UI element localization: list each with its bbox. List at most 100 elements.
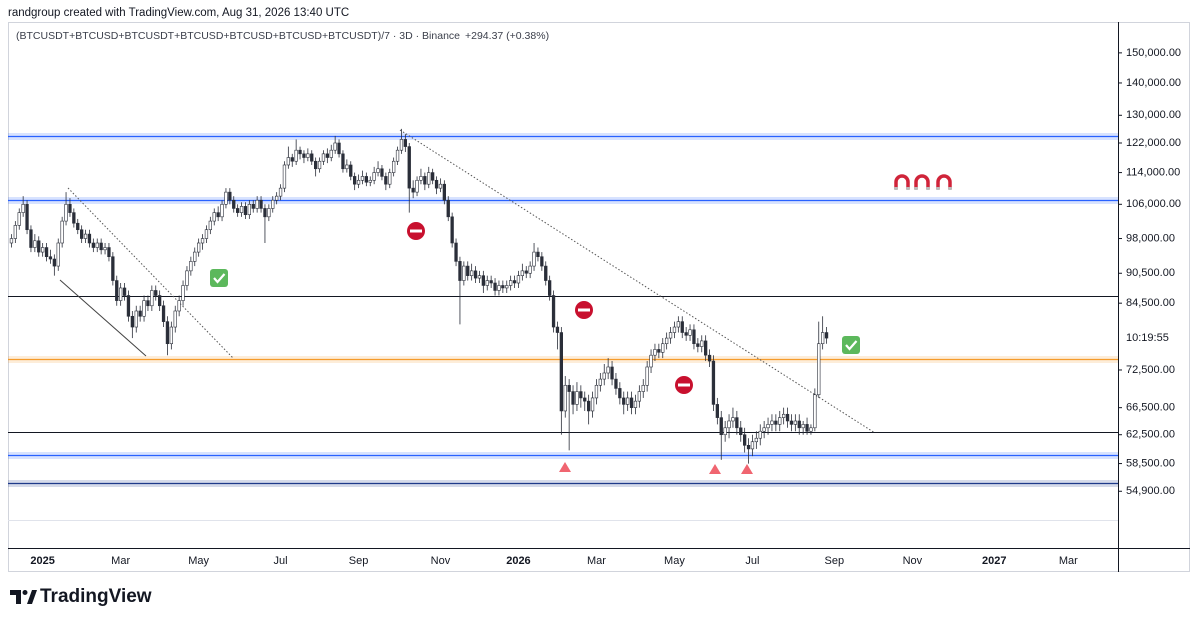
candle-body <box>703 340 708 356</box>
candle-body <box>68 204 72 213</box>
candle-body <box>37 240 41 253</box>
candle-body <box>497 285 501 291</box>
candle-body <box>606 366 610 374</box>
candle-body <box>567 384 571 392</box>
candle-body <box>150 290 154 307</box>
candle-body <box>544 265 548 281</box>
candle-body <box>337 142 341 155</box>
candle-body <box>750 441 755 450</box>
candle-body <box>559 332 564 412</box>
candle-body <box>731 417 735 422</box>
candle-body <box>614 378 618 389</box>
candle-body <box>64 204 68 222</box>
candle-body <box>649 354 653 368</box>
y-tick-label: 66,500.00 <box>1126 402 1175 414</box>
check-icon <box>210 269 228 287</box>
candle-body <box>243 206 248 216</box>
x-tick-label: Mar <box>587 555 606 567</box>
candle-body <box>618 388 622 399</box>
candle-body <box>259 199 263 209</box>
candle-body <box>80 229 84 239</box>
candle-body <box>232 199 236 209</box>
x-tick-label: Mar <box>1059 555 1078 567</box>
y-tick-label: 122,000.00 <box>1126 137 1181 149</box>
candle-body <box>76 222 80 231</box>
candle-body <box>267 208 271 218</box>
candle-body <box>520 270 525 276</box>
y-tick-label: 54,900.00 <box>1126 485 1175 497</box>
candle-body <box>391 160 396 173</box>
candle-body <box>395 149 400 162</box>
x-tick-label: 2027 <box>982 555 1006 567</box>
triangle-icon <box>709 464 721 474</box>
candle-body <box>134 310 138 328</box>
candle-body <box>450 216 454 244</box>
candle-body <box>809 427 813 432</box>
candle-body <box>423 176 427 185</box>
candle-body <box>52 258 57 267</box>
candle-body <box>372 172 376 181</box>
x-tick-label: Mar <box>111 555 130 567</box>
candle-body <box>298 149 302 155</box>
candle-body <box>107 247 111 258</box>
candle-body <box>138 310 142 317</box>
candle-body <box>271 199 275 209</box>
candle-body <box>664 337 669 345</box>
y-tick-label: 114,000.00 <box>1126 166 1180 178</box>
candle-body <box>781 413 786 418</box>
candle-body <box>672 326 677 333</box>
x-tick-label: Sep <box>349 555 369 567</box>
candle-body <box>571 391 575 405</box>
chart-title: (BTCUSDT+BTCUSD+BTCUSDT+BTCUSD+BTCUSD+BT… <box>16 30 460 42</box>
candle-body <box>278 187 283 197</box>
candle-body <box>294 149 298 162</box>
candle-body <box>419 176 423 181</box>
candle-body <box>44 247 49 258</box>
candle-body <box>251 204 255 209</box>
stop-icon <box>407 222 425 240</box>
candle-body <box>789 420 794 425</box>
change-label: +294.37 (+0.38%) <box>465 30 549 42</box>
candle-body <box>770 420 774 425</box>
candle-body <box>111 256 115 281</box>
candle-body <box>126 295 131 317</box>
candle-body <box>637 391 642 402</box>
candle-body <box>247 204 252 216</box>
x-tick-label: May <box>664 555 685 567</box>
candle-body <box>668 332 673 339</box>
candle-body <box>158 295 162 307</box>
candle-body <box>824 332 829 339</box>
brand-logo <box>10 590 37 604</box>
candle-body <box>805 424 809 432</box>
y-tick-label: 150,000.00 <box>1126 47 1181 59</box>
candle-body <box>286 157 291 166</box>
candle-body <box>625 397 630 405</box>
candle-body <box>586 400 591 412</box>
candle-body <box>236 208 240 213</box>
y-tick-label: 130,000.00 <box>1126 109 1181 121</box>
candle-body <box>17 212 21 226</box>
candle-body <box>739 427 743 436</box>
chart-legend: (BTCUSDT+BTCUSD+BTCUSDT+BTCUSD+BTCUSD+BT… <box>16 30 549 42</box>
candle-body <box>349 164 353 177</box>
candle-body <box>29 229 33 248</box>
candle-body <box>263 208 267 218</box>
candle-body <box>197 242 201 253</box>
candle-body <box>360 176 365 181</box>
candle-body <box>25 204 29 231</box>
candle-body <box>532 251 536 267</box>
magnet-icon <box>914 174 930 190</box>
candle-body <box>594 384 599 399</box>
candle-body <box>602 372 606 380</box>
candle-body <box>115 280 119 301</box>
candle-body <box>524 270 528 274</box>
candle-body <box>563 384 567 412</box>
candle-body <box>403 139 408 147</box>
candle-body <box>282 164 287 189</box>
candle-body <box>555 326 560 333</box>
triangle-icon <box>741 464 753 474</box>
stop-icon <box>575 301 593 319</box>
candle-body <box>680 321 684 333</box>
candle-body <box>352 176 357 185</box>
candle-body <box>364 176 369 183</box>
